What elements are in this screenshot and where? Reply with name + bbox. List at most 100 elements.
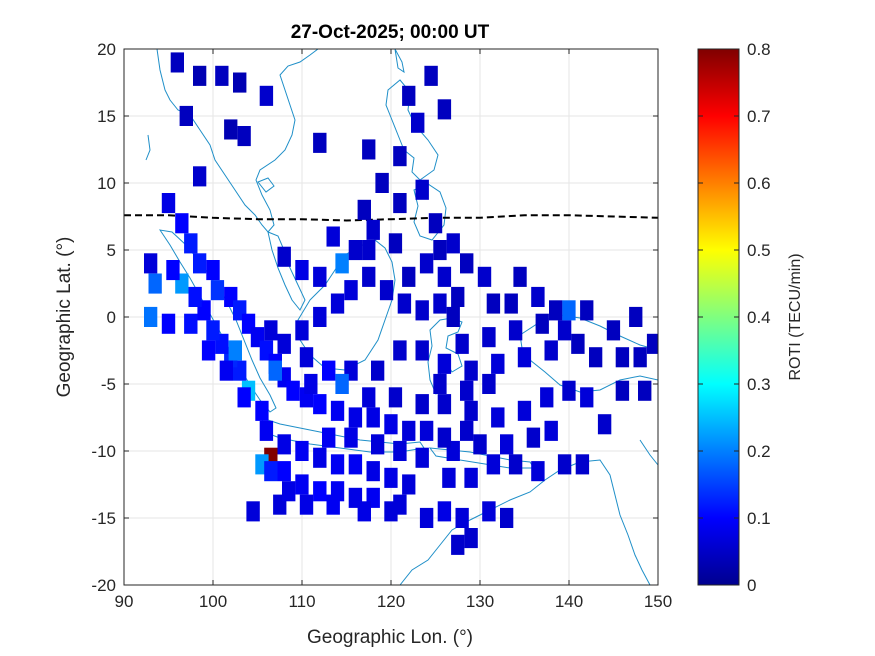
colorbar-tick-label: 0.2 — [747, 442, 771, 461]
roti-cell — [442, 467, 456, 488]
roti-cell — [384, 467, 398, 488]
roti-cell — [606, 320, 621, 341]
roti-cell — [419, 507, 434, 528]
x-axis-ticks: 90 100 110 120 130 140 150 — [115, 49, 672, 611]
roti-cell — [366, 407, 380, 428]
roti-cell — [464, 528, 478, 549]
roti-cell — [415, 394, 429, 415]
roti-cell — [206, 260, 220, 281]
roti-cell — [295, 440, 309, 461]
roti-cell — [504, 293, 518, 314]
roti-cell — [517, 347, 532, 368]
roti-cell — [313, 481, 327, 502]
roti-cell — [460, 380, 474, 401]
x-tick-label: 140 — [555, 592, 583, 611]
roti-cell — [437, 427, 452, 448]
roti-cell — [286, 380, 300, 401]
roti-cell — [295, 320, 309, 341]
y-tick-label: 15 — [97, 107, 116, 126]
roti-cell — [344, 280, 358, 301]
roti-cell — [451, 534, 465, 555]
roti-cell — [437, 501, 452, 522]
roti-cell — [348, 454, 363, 475]
roti-cell — [460, 420, 474, 441]
roti-cell — [201, 340, 216, 361]
roti-cell — [437, 394, 452, 415]
roti-cell — [451, 286, 465, 307]
roti-cell — [424, 65, 438, 86]
roti-cell — [597, 414, 612, 435]
roti-cell — [295, 260, 309, 281]
roti-cell — [464, 360, 478, 381]
colorbar-tick-label: 0.8 — [747, 40, 771, 59]
roti-cell — [491, 407, 505, 428]
y-tick-label: -5 — [101, 375, 116, 394]
roti-cell — [224, 119, 238, 140]
roti-cell — [544, 420, 558, 441]
colorbar — [698, 49, 739, 585]
roti-cell — [402, 420, 416, 441]
roti-cell — [446, 233, 460, 254]
roti-cell — [402, 474, 416, 495]
roti-cell — [330, 293, 345, 314]
colorbar-ticks: 0 0.1 0.2 0.3 0.4 0.5 0.6 0.7 0.8 — [698, 40, 771, 595]
colorbar-tick-label: 0.4 — [747, 308, 771, 327]
roti-cell — [388, 387, 403, 408]
roti-cell — [299, 494, 314, 515]
roti-cell — [268, 360, 282, 381]
roti-cell — [526, 427, 541, 448]
coast-east-australia — [639, 439, 658, 466]
roti-cell — [161, 193, 176, 214]
y-tick-label: 10 — [97, 174, 116, 193]
roti-cell — [264, 320, 278, 341]
roti-cell — [193, 65, 207, 86]
roti-cell — [638, 380, 652, 401]
roti-cell — [544, 340, 558, 361]
roti-cell — [170, 52, 184, 73]
magnetic-equator-line — [124, 214, 658, 222]
roti-cell — [464, 400, 478, 421]
roti-cell — [188, 286, 202, 307]
roti-cell — [477, 266, 492, 287]
roti-cell — [455, 507, 469, 528]
roti-cell — [219, 360, 233, 381]
roti-cell — [388, 233, 403, 254]
roti-cell — [357, 199, 371, 220]
roti-cell — [282, 481, 296, 502]
roti-cell — [210, 280, 225, 301]
roti-cell — [433, 293, 447, 314]
roti-cell — [419, 420, 434, 441]
roti-cell — [228, 340, 242, 361]
roti-cell — [362, 266, 376, 287]
roti-cell — [259, 420, 274, 441]
colorbar-label: ROTI (TECU/min) — [787, 253, 804, 380]
roti-cell — [384, 414, 398, 435]
roti-cell — [486, 454, 501, 475]
roti-cell — [371, 434, 385, 455]
roti-cell — [482, 373, 496, 394]
roti-cell — [362, 387, 376, 408]
roti-cell — [531, 461, 545, 482]
roti-cell — [313, 306, 327, 327]
roti-cell — [148, 273, 162, 294]
roti-cell — [193, 253, 207, 274]
roti-cell — [629, 306, 643, 327]
roti-cell — [540, 387, 554, 408]
y-tick-label: 20 — [97, 40, 116, 59]
colorbar-tick-label: 0.7 — [747, 107, 771, 126]
roti-cell — [255, 400, 269, 421]
y-axis-label: Geographic Lat. (°) — [54, 237, 75, 398]
roti-cell — [144, 253, 158, 274]
roti-cell — [357, 501, 371, 522]
roti-cell — [508, 454, 523, 475]
x-axis-label: Geographic Lon. (°) — [307, 627, 473, 648]
colorbar-tick-label: 0 — [747, 576, 756, 595]
roti-cell — [482, 501, 496, 522]
roti-cell — [517, 400, 532, 421]
roti-cell — [277, 434, 291, 455]
roti-cell — [184, 233, 198, 254]
roti-cell — [486, 293, 501, 314]
y-axis-ticks: 20 15 10 5 0 -5 -10 -15 -20 — [91, 40, 658, 595]
roti-cell — [571, 333, 585, 354]
